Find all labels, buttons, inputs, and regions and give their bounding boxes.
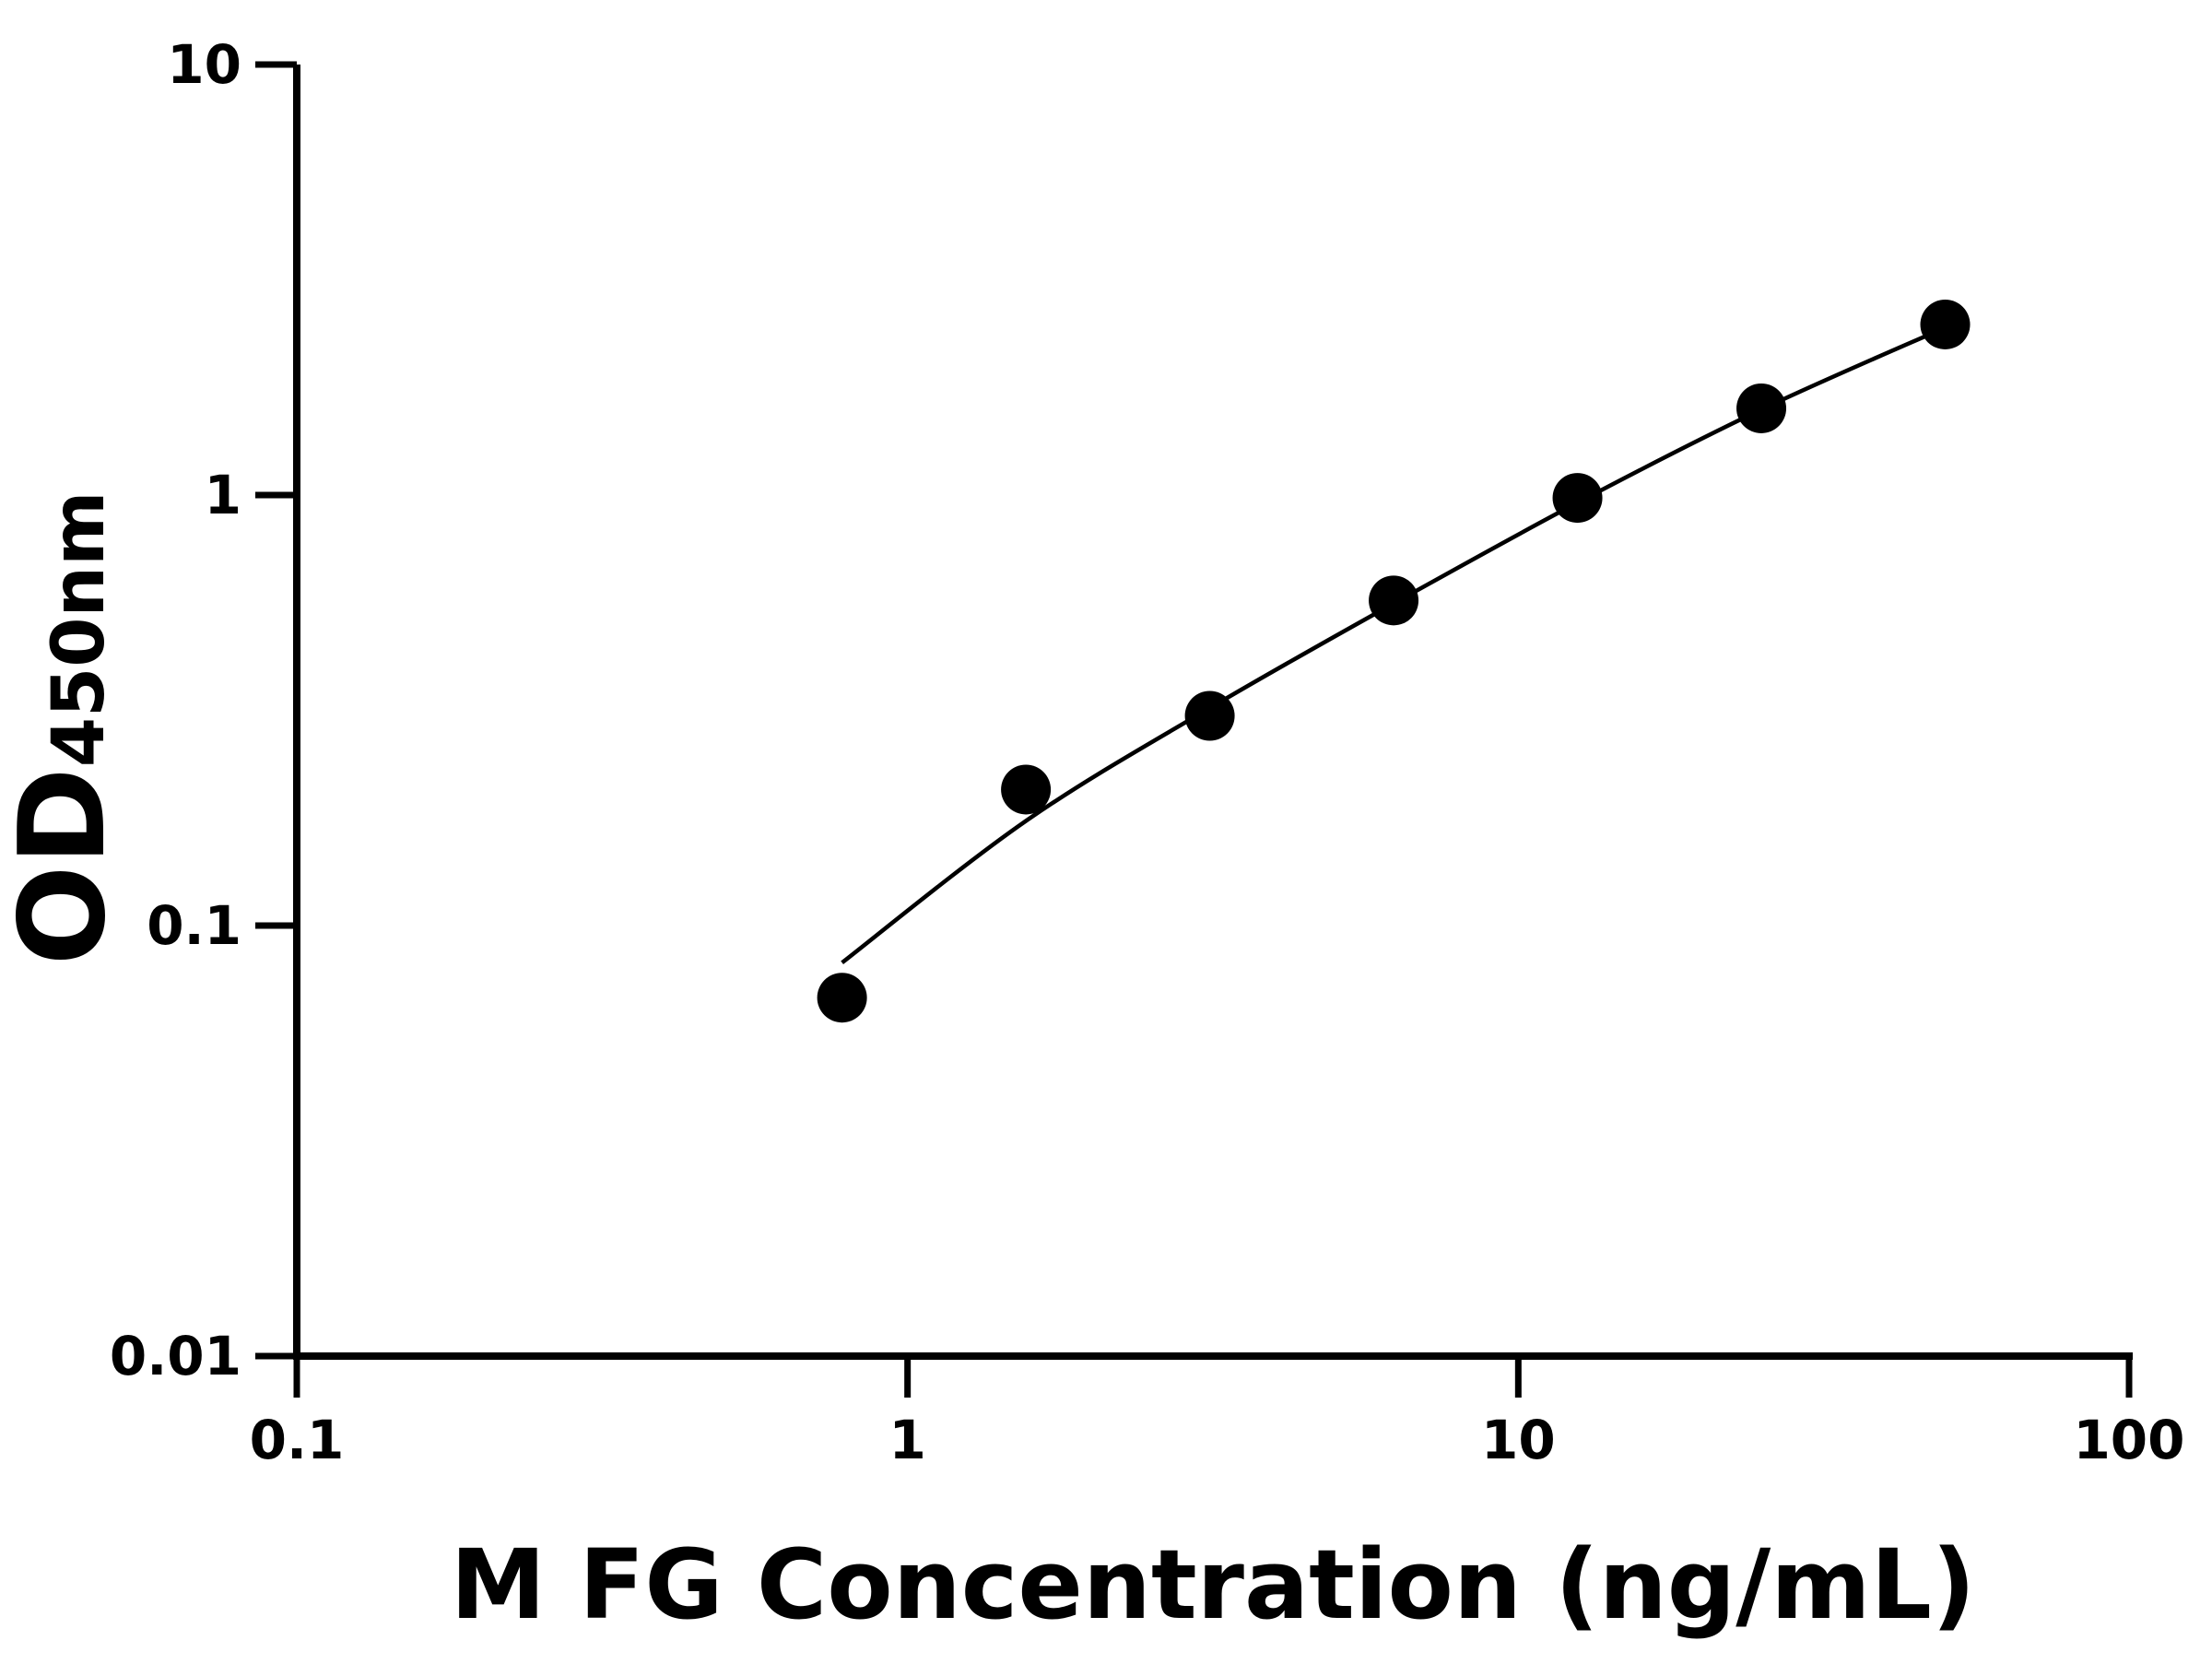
data-point [1184,690,1235,741]
data-point [1369,575,1419,626]
y-tick-label: 10 [167,33,241,96]
y-axis-label-main: OD [0,767,132,965]
x-axis-label: M FG Concentration (ng/mL) [451,1528,1976,1641]
x-tick-label: 0.1 [250,1409,345,1471]
y-axis-label-sub: 450nm [38,491,121,768]
data-point [1552,473,1603,524]
x-tick-label: 100 [2073,1409,2184,1471]
data-point [1001,764,1052,815]
data-points [817,299,1971,1023]
x-tick-label: 1 [888,1409,925,1471]
data-point [1736,383,1787,433]
data-point [817,973,867,1023]
axes [255,61,2133,1398]
y-tick-label: 0.01 [110,1325,241,1387]
y-axis-label: OD450nm [0,491,132,966]
y-tick-label: 0.1 [147,894,241,957]
x-tick-label: 10 [1481,1409,1556,1471]
data-point [1920,299,1971,349]
y-tick-label: 1 [205,464,241,526]
